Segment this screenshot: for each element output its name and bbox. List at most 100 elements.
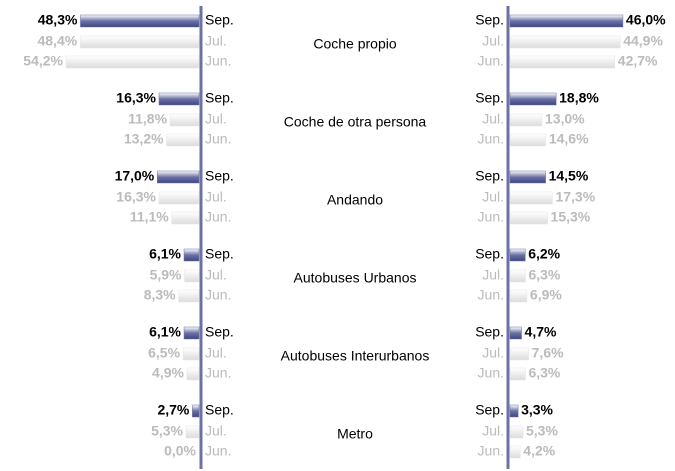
bar <box>509 269 526 283</box>
series-label: Jun. <box>205 209 231 225</box>
value-label: 4,9% <box>152 365 184 381</box>
series-label: Jul. <box>205 189 227 205</box>
value-label: 13,0% <box>545 111 585 127</box>
category-label: Coche de otra persona <box>284 114 427 130</box>
value-label: 16,3% <box>116 90 156 106</box>
bar <box>509 367 526 381</box>
series-label: Sep. <box>475 12 504 28</box>
bar <box>183 248 200 262</box>
bar <box>184 269 200 283</box>
bar <box>509 404 519 418</box>
series-label: Sep. <box>205 324 234 340</box>
series-label: Jun. <box>478 209 504 225</box>
bar <box>509 211 548 225</box>
series-label: Jul. <box>205 345 227 361</box>
series-label: Jul. <box>482 345 504 361</box>
value-label: 17,3% <box>555 189 595 205</box>
value-label: 46,0% <box>626 12 666 28</box>
bar <box>509 289 528 303</box>
series-label: Jul. <box>205 423 227 439</box>
bar <box>158 92 200 106</box>
series-label: Jul. <box>205 267 227 283</box>
series-label: Jul. <box>482 111 504 127</box>
series-label: Jul. <box>482 267 504 283</box>
value-label: 18,8% <box>559 90 599 106</box>
value-label: 0,0% <box>164 443 196 459</box>
bar <box>157 170 200 184</box>
series-label: Sep. <box>205 12 234 28</box>
value-label: 8,3% <box>144 287 176 303</box>
value-label: 5,9% <box>150 267 182 283</box>
bar <box>158 191 200 205</box>
series-label: Sep. <box>205 246 234 262</box>
value-label: 4,2% <box>523 443 555 459</box>
series-label: Sep. <box>205 402 234 418</box>
value-label: 42,7% <box>618 53 658 69</box>
value-label: 44,9% <box>623 33 663 49</box>
bar <box>169 113 200 127</box>
bar <box>186 367 200 381</box>
value-label: 2,7% <box>157 402 189 418</box>
series-label: Sep. <box>475 246 504 262</box>
series-label: Jun. <box>478 287 504 303</box>
value-label: 48,3% <box>38 12 78 28</box>
series-label: Jul. <box>482 33 504 49</box>
series-label: Jun. <box>205 443 231 459</box>
series-label: Sep. <box>205 168 234 184</box>
value-label: 11,1% <box>130 209 169 225</box>
value-label: 14,6% <box>549 131 589 147</box>
value-label: 5,3% <box>151 423 183 439</box>
category-label: Metro <box>337 426 373 442</box>
bar <box>183 326 200 340</box>
series-label: Jun. <box>478 443 504 459</box>
value-label: 17,0% <box>115 168 155 184</box>
series-label: Sep. <box>205 90 234 106</box>
category-label: Coche propio <box>313 36 396 52</box>
series-label: Jun. <box>205 131 231 147</box>
bar <box>171 211 200 225</box>
category-label: Autobuses Urbanos <box>294 270 417 286</box>
bar <box>509 170 546 184</box>
bar <box>509 445 521 459</box>
bar <box>166 133 200 147</box>
value-label: 16,3% <box>116 189 156 205</box>
value-label: 48,4% <box>37 33 77 49</box>
series-label: Jun. <box>205 287 231 303</box>
bar <box>509 191 553 205</box>
bar <box>509 347 529 361</box>
value-label: 54,2% <box>23 53 63 69</box>
series-label: Jun. <box>205 365 231 381</box>
category-label: Andando <box>327 192 383 208</box>
value-label: 5,3% <box>526 423 558 439</box>
value-label: 15,3% <box>551 209 591 225</box>
value-label: 3,3% <box>521 402 553 418</box>
bar <box>509 326 522 340</box>
value-label: 6,1% <box>149 246 181 262</box>
bar <box>509 92 557 106</box>
value-label: 13,2% <box>124 131 164 147</box>
bar <box>509 55 616 69</box>
bar <box>182 347 200 361</box>
bar <box>509 14 624 28</box>
series-label: Sep. <box>475 324 504 340</box>
value-label: 11,8% <box>128 111 167 127</box>
bar <box>192 404 200 418</box>
value-label: 7,6% <box>532 345 564 361</box>
bar <box>509 113 543 127</box>
series-label: Jul. <box>205 33 227 49</box>
bar <box>509 248 526 262</box>
value-label: 6,5% <box>148 345 180 361</box>
bar <box>185 425 200 439</box>
value-label: 6,3% <box>528 365 560 381</box>
series-label: Sep. <box>475 402 504 418</box>
bar <box>178 289 200 303</box>
value-label: 6,1% <box>149 324 181 340</box>
series-label: Sep. <box>475 168 504 184</box>
series-label: Jul. <box>482 423 504 439</box>
bar <box>80 14 200 28</box>
bar <box>509 425 524 439</box>
value-label: 6,2% <box>528 246 560 262</box>
series-label: Jun. <box>478 131 504 147</box>
bar <box>509 133 547 147</box>
